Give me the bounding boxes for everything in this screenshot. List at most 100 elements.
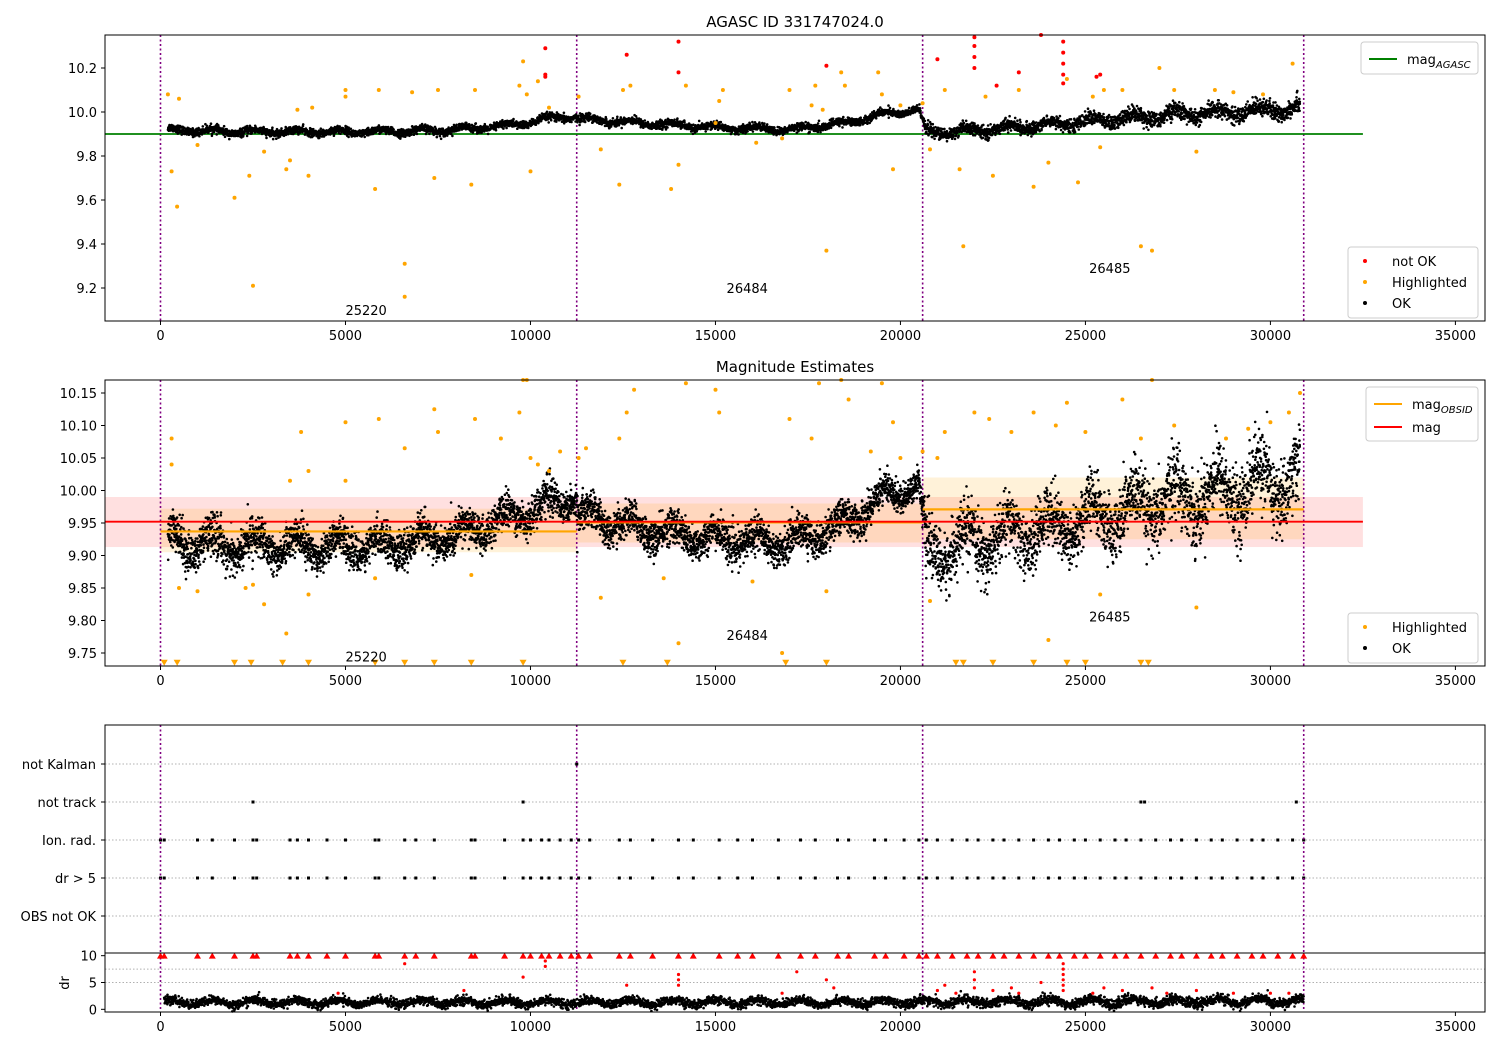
- panel-1-ok-point: [973, 134, 977, 137]
- panel-1-ok-point: [989, 123, 992, 126]
- panel-1-ok-point: [415, 132, 419, 136]
- panel-1-ok-point: [433, 132, 437, 136]
- panel-1-ok-point: [808, 130, 811, 134]
- panel-1-ok-point: [704, 130, 707, 133]
- panel-1-ok-point: [1006, 131, 1010, 134]
- panel-1-ok-point: [222, 124, 226, 128]
- panel-1-ok-point: [1073, 130, 1077, 134]
- panel-1-ok-point: [1018, 118, 1022, 122]
- panel-1-ok-point: [773, 126, 776, 129]
- panel-1-ok-point: [616, 115, 619, 119]
- panel-1-ok-point: [998, 132, 1002, 136]
- panel-1-ok-point: [945, 129, 949, 133]
- panel-1-ok-point: [987, 136, 991, 140]
- panel-1-ok-point: [887, 104, 890, 107]
- panel-1-ok-point: [1107, 113, 1111, 117]
- panel-1-ok-point: [926, 119, 930, 122]
- panel-1-ok-point: [962, 122, 966, 125]
- panel-1-ok-point: [982, 123, 985, 127]
- panel-1-ok-point: [205, 124, 209, 128]
- panel-1-ok-point: [746, 130, 749, 133]
- panel-1-ok-point: [183, 126, 186, 130]
- panel-1-ok-point: [619, 116, 623, 119]
- panel-1-ok-point: [200, 133, 204, 136]
- panel-1-ok-point: [842, 115, 845, 119]
- panel-1-ok-point: [210, 132, 214, 135]
- panel-1-ok-point: [1098, 112, 1102, 116]
- panel-1-ok-point: [245, 134, 249, 138]
- panel-1-ok-point: [278, 135, 282, 138]
- panel-1-ok-point: [751, 130, 755, 133]
- panel-1-ok-point: [347, 135, 350, 139]
- panel-1-ok-point: [215, 133, 218, 136]
- panel-1-ok-point: [494, 128, 498, 132]
- panel-1-ok-point: [562, 111, 566, 115]
- panel-1-ok-point: [1008, 114, 1011, 118]
- panel-1-ok-point: [236, 134, 240, 138]
- panel-1-ok-point: [831, 117, 835, 120]
- panel-1-ok-point: [1058, 114, 1062, 118]
- panel-1-ok-point: [919, 109, 922, 113]
- panel-1-ok-point: [816, 122, 820, 125]
- panel-1-ok-point: [527, 126, 530, 130]
- panel-1-ok-point: [697, 119, 701, 123]
- panel-1-ok-point: [223, 135, 227, 139]
- panel-1-ok-point: [1086, 107, 1090, 110]
- panel-1-ok-point: [976, 124, 980, 127]
- panel-1-ok-point: [1092, 109, 1096, 112]
- panel-1-ok-point: [923, 119, 927, 123]
- panel-1-ok-point: [859, 116, 862, 119]
- panel-1-ok-point: [751, 120, 754, 124]
- panel-1-ok-point: [264, 133, 268, 137]
- panel-1-ok-point: [666, 126, 669, 129]
- panel-1-ok-point: [953, 137, 957, 141]
- panel-1-ok-point: [275, 127, 279, 131]
- panel-1-ok-point: [217, 124, 220, 127]
- panel-1-ok-point: [1069, 131, 1072, 134]
- panel-1-ok-point: [683, 120, 686, 124]
- panel-1-ok-point: [1030, 135, 1033, 138]
- panel-1-ok-point: [643, 119, 647, 122]
- panel-1-ok-point: [887, 116, 891, 119]
- panel-1-ok-point: [210, 134, 214, 138]
- panel-1-ok-point: [1073, 118, 1076, 122]
- panel-1-ok-point: [817, 119, 821, 123]
- panel-1-ok-point: [1069, 118, 1073, 121]
- panel-1-ok-point: [918, 103, 921, 106]
- panel-1-ok-point: [410, 133, 413, 136]
- panel-1-ok-point: [287, 132, 290, 136]
- panel-1-ok-point: [588, 112, 592, 115]
- panel-1-ok-point: [505, 126, 508, 130]
- panel-1-ok-point: [611, 117, 615, 120]
- panel-1-ok-point: [1059, 128, 1063, 132]
- panel-1-ok-point: [1042, 124, 1045, 128]
- panel-1-title: AGASC ID 331747024.0: [706, 13, 884, 31]
- panel-1-ok-point: [577, 114, 580, 118]
- panel-1-ok-point: [578, 123, 581, 127]
- panel-1-ok-point: [420, 122, 424, 126]
- panel-1-ok-point: [349, 127, 353, 131]
- panel-1-ok-point: [973, 122, 976, 125]
- panel-1-ok-point: [918, 107, 922, 110]
- panel-1-ok-point: [673, 118, 676, 121]
- panel-1-ok-point: [193, 135, 196, 138]
- panel-1-ok-point: [1102, 112, 1105, 116]
- panel-1-ok-point: [1004, 116, 1007, 120]
- panel-1-ok-point: [1019, 120, 1022, 124]
- panel-1-ok-point: [1016, 119, 1019, 122]
- panel-1-ok-point: [280, 127, 283, 130]
- panel-1-ok-point: [620, 126, 623, 130]
- panel-1-ok-point: [676, 117, 679, 120]
- panel-1-ok-point: [926, 123, 930, 127]
- panel-1-ok-point: [964, 119, 968, 123]
- panel-1-ok-point: [706, 127, 709, 131]
- panel-1-ok-point: [377, 124, 381, 127]
- panel-1-ok-point: [907, 106, 911, 110]
- panel-1-ok-point: [570, 120, 573, 124]
- panel-1-ok-point: [986, 124, 990, 127]
- panel-1-ok-point: [922, 117, 926, 120]
- panel-1-ok-point: [1045, 114, 1049, 117]
- panel-1-ok-point: [435, 135, 439, 139]
